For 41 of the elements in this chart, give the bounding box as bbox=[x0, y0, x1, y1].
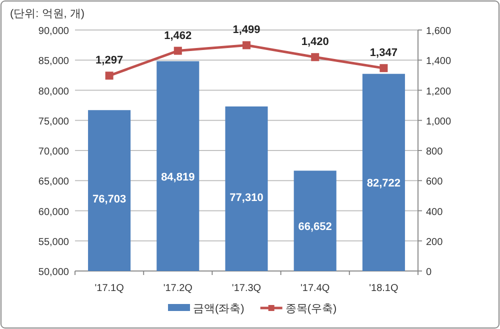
data-label: 1,499 bbox=[232, 24, 260, 36]
data-label: 84,819 bbox=[161, 172, 195, 184]
point bbox=[380, 64, 388, 72]
x-tick-label: '17.2Q bbox=[163, 283, 193, 294]
y2-tick-label: 200 bbox=[426, 236, 444, 248]
data-label: 82,722 bbox=[366, 177, 401, 190]
y2-tick-label: 800 bbox=[426, 146, 444, 158]
y2-tick-label: 0 bbox=[426, 267, 432, 278]
y-tick-label: 50,000 bbox=[38, 267, 70, 278]
point bbox=[105, 72, 114, 80]
y2-tick-label: 1,200 bbox=[426, 86, 452, 98]
y-tick-label: 55,000 bbox=[38, 236, 70, 248]
x-tick-label: '17.4Q bbox=[300, 283, 330, 294]
y-tick-label: 85,000 bbox=[38, 56, 70, 68]
y-tick-label: 80,000 bbox=[38, 86, 70, 98]
y2-tick-label: 1,600 bbox=[426, 26, 452, 37]
y-tick-label: 70,000 bbox=[38, 146, 70, 158]
data-label: 76,703 bbox=[92, 194, 126, 206]
y-tick-label: 90,000 bbox=[38, 26, 70, 37]
point bbox=[242, 41, 250, 50]
y2-tick-label: 1,000 bbox=[426, 116, 452, 128]
y-tick-label: 65,000 bbox=[38, 176, 70, 188]
data-label: 1,347 bbox=[370, 47, 398, 60]
legend-label: 종목(우축) bbox=[285, 303, 337, 315]
data-label: 66,652 bbox=[298, 220, 332, 233]
y2-tick-label: 600 bbox=[426, 176, 444, 188]
x-tick-label: '17.3Q bbox=[232, 283, 262, 294]
y2-tick-label: 400 bbox=[426, 206, 444, 218]
point bbox=[311, 53, 320, 62]
data-label: 77,310 bbox=[230, 192, 264, 204]
chart-title: (단위: 억원, 개) bbox=[10, 8, 85, 20]
data-label: 1,462 bbox=[164, 30, 192, 42]
x-tick-label: '17.1Q bbox=[94, 283, 124, 294]
legend-label: 금액(좌축) bbox=[193, 303, 244, 315]
data-label: 1,297 bbox=[96, 54, 124, 67]
x-tick-label: '18.1Q bbox=[369, 283, 398, 294]
y2-tick-label: 1,400 bbox=[426, 56, 452, 68]
point bbox=[174, 46, 182, 55]
y-tick-label: 60,000 bbox=[38, 206, 70, 218]
data-label: 1,420 bbox=[301, 36, 329, 48]
y-tick-label: 75,000 bbox=[38, 116, 70, 128]
